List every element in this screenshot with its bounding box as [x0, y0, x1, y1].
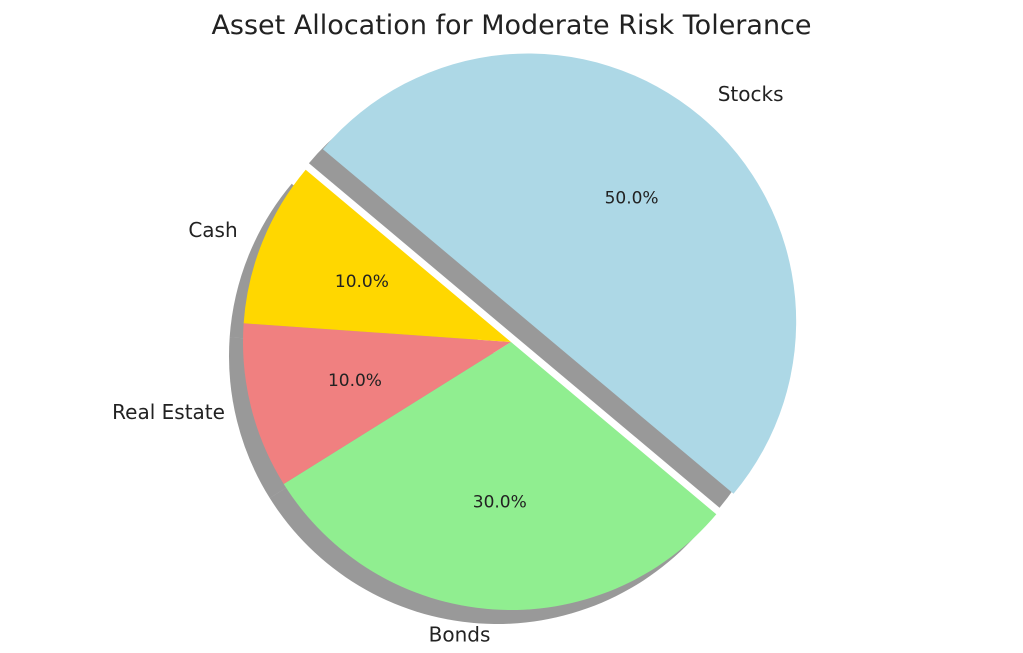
slice-label-real-estate: Real Estate: [112, 400, 225, 424]
chart-title: Asset Allocation for Moderate Risk Toler…: [211, 10, 811, 41]
slice-label-cash: Cash: [188, 218, 237, 242]
slice-layer: [243, 53, 797, 610]
pct-label-real-estate: 10.0%: [328, 371, 382, 391]
pct-label-stocks: 50.0%: [605, 188, 659, 208]
pct-label-cash: 10.0%: [335, 272, 389, 292]
slice-real-estate: [243, 323, 511, 485]
slice-cash: [243, 169, 511, 342]
slice-label-bonds: Bonds: [429, 623, 491, 647]
pct-label-bonds: 30.0%: [473, 492, 527, 512]
label-layer: Stocks 50.0% Bonds 30.0% Real Estate 10.0% Cas…: [112, 82, 783, 646]
slice-bonds: [283, 342, 717, 610]
slice-stocks: [322, 53, 797, 494]
slice-label-stocks: Stocks: [718, 82, 784, 106]
